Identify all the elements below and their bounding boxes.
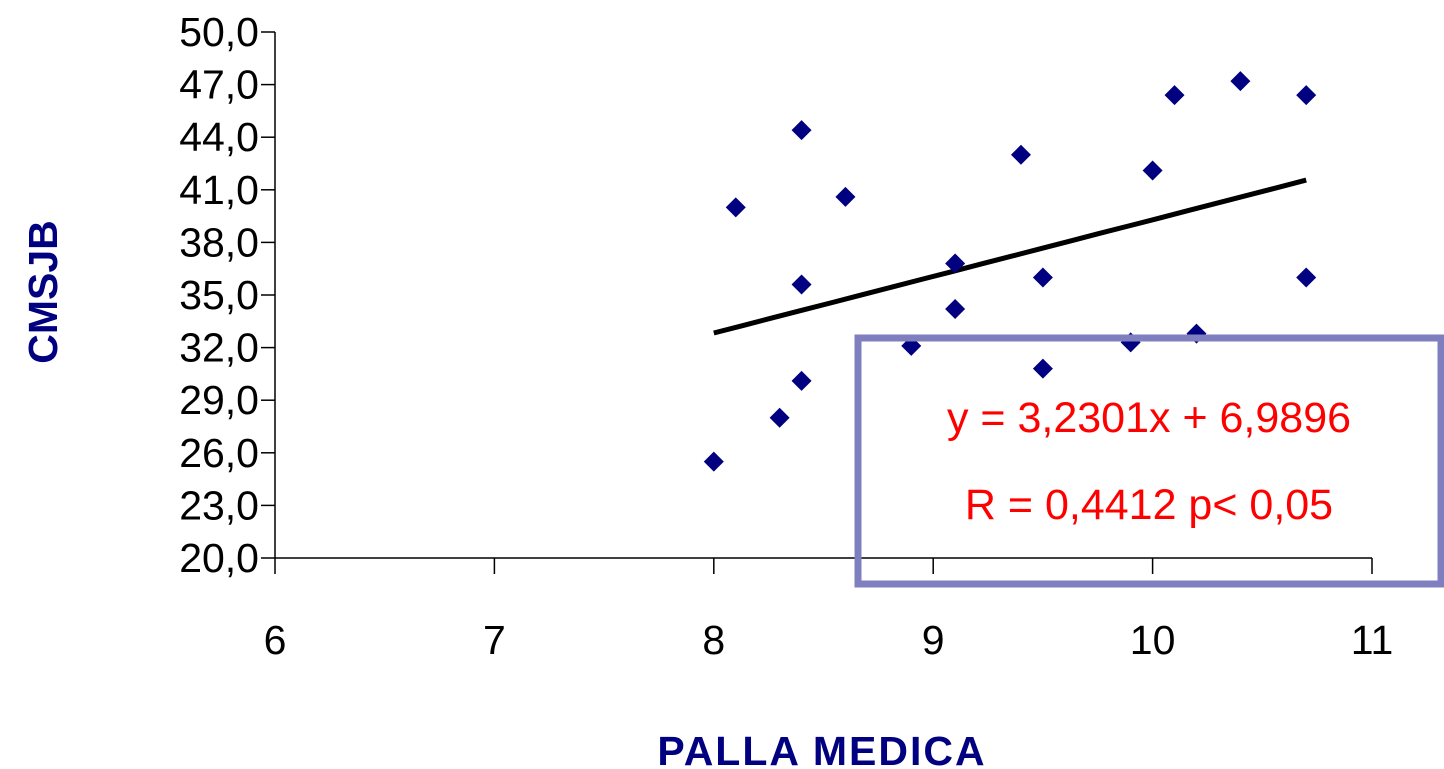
y-tick-label: 41,0 xyxy=(179,167,259,213)
x-tick-label: 6 xyxy=(264,617,287,663)
data-point xyxy=(1142,160,1163,181)
x-tick-label: 10 xyxy=(1130,617,1176,663)
data-point xyxy=(835,186,856,207)
y-axis-title: CMSJB xyxy=(20,220,66,364)
data-point xyxy=(725,197,746,218)
trendline-group xyxy=(713,177,1307,336)
data-point xyxy=(1032,358,1053,379)
y-tick-label: 29,0 xyxy=(179,377,259,423)
y-ticks: 20,0 23,0 26,0 29,0 32,0 35,0 38,0 41,0 44,0 47,0… xyxy=(179,9,275,581)
data-point xyxy=(1032,267,1053,288)
data-point xyxy=(1164,85,1185,106)
x-tick-label: 7 xyxy=(483,617,506,663)
data-point xyxy=(945,299,966,320)
y-tick-label: 38,0 xyxy=(179,219,259,265)
annotation-backing xyxy=(858,338,1441,584)
regression-annotation: y = 3,2301x + 6,9896 R = 0,4412 p< 0,05 xyxy=(854,334,1444,588)
data-point xyxy=(769,407,790,428)
data-point xyxy=(1230,71,1251,92)
x-tick-label: 11 xyxy=(1351,617,1394,663)
y-tick-label: 50,0 xyxy=(179,9,259,55)
x-ticks: 6 7 8 9 10 11 xyxy=(264,558,1394,663)
y-tick-label: 44,0 xyxy=(179,114,259,160)
data-point xyxy=(1010,144,1031,165)
y-tick-label: 35,0 xyxy=(179,272,259,318)
y-tick-label: 47,0 xyxy=(179,62,259,108)
trendline xyxy=(713,177,1307,336)
y-tick-label: 23,0 xyxy=(179,482,259,528)
x-axis-title: PALLA MEDICA xyxy=(657,728,986,769)
data-point xyxy=(791,274,812,295)
y-tick-label: 32,0 xyxy=(179,325,259,371)
y-tick-label: 20,0 xyxy=(179,535,259,581)
data-point xyxy=(791,120,812,141)
axes xyxy=(274,32,1372,559)
x-tick-label: 8 xyxy=(702,617,725,663)
x-tick-label: 9 xyxy=(922,617,945,663)
regression-equation: y = 3,2301x + 6,9896 xyxy=(947,394,1351,442)
data-point xyxy=(1296,85,1317,106)
regression-stats: R = 0,4412 p< 0,05 xyxy=(965,481,1333,529)
data-point xyxy=(945,253,966,274)
data-point xyxy=(791,370,812,391)
data-point xyxy=(703,451,724,472)
annotation-box xyxy=(854,334,1444,588)
data-point xyxy=(1296,267,1317,288)
y-tick-label: 26,0 xyxy=(179,430,259,476)
